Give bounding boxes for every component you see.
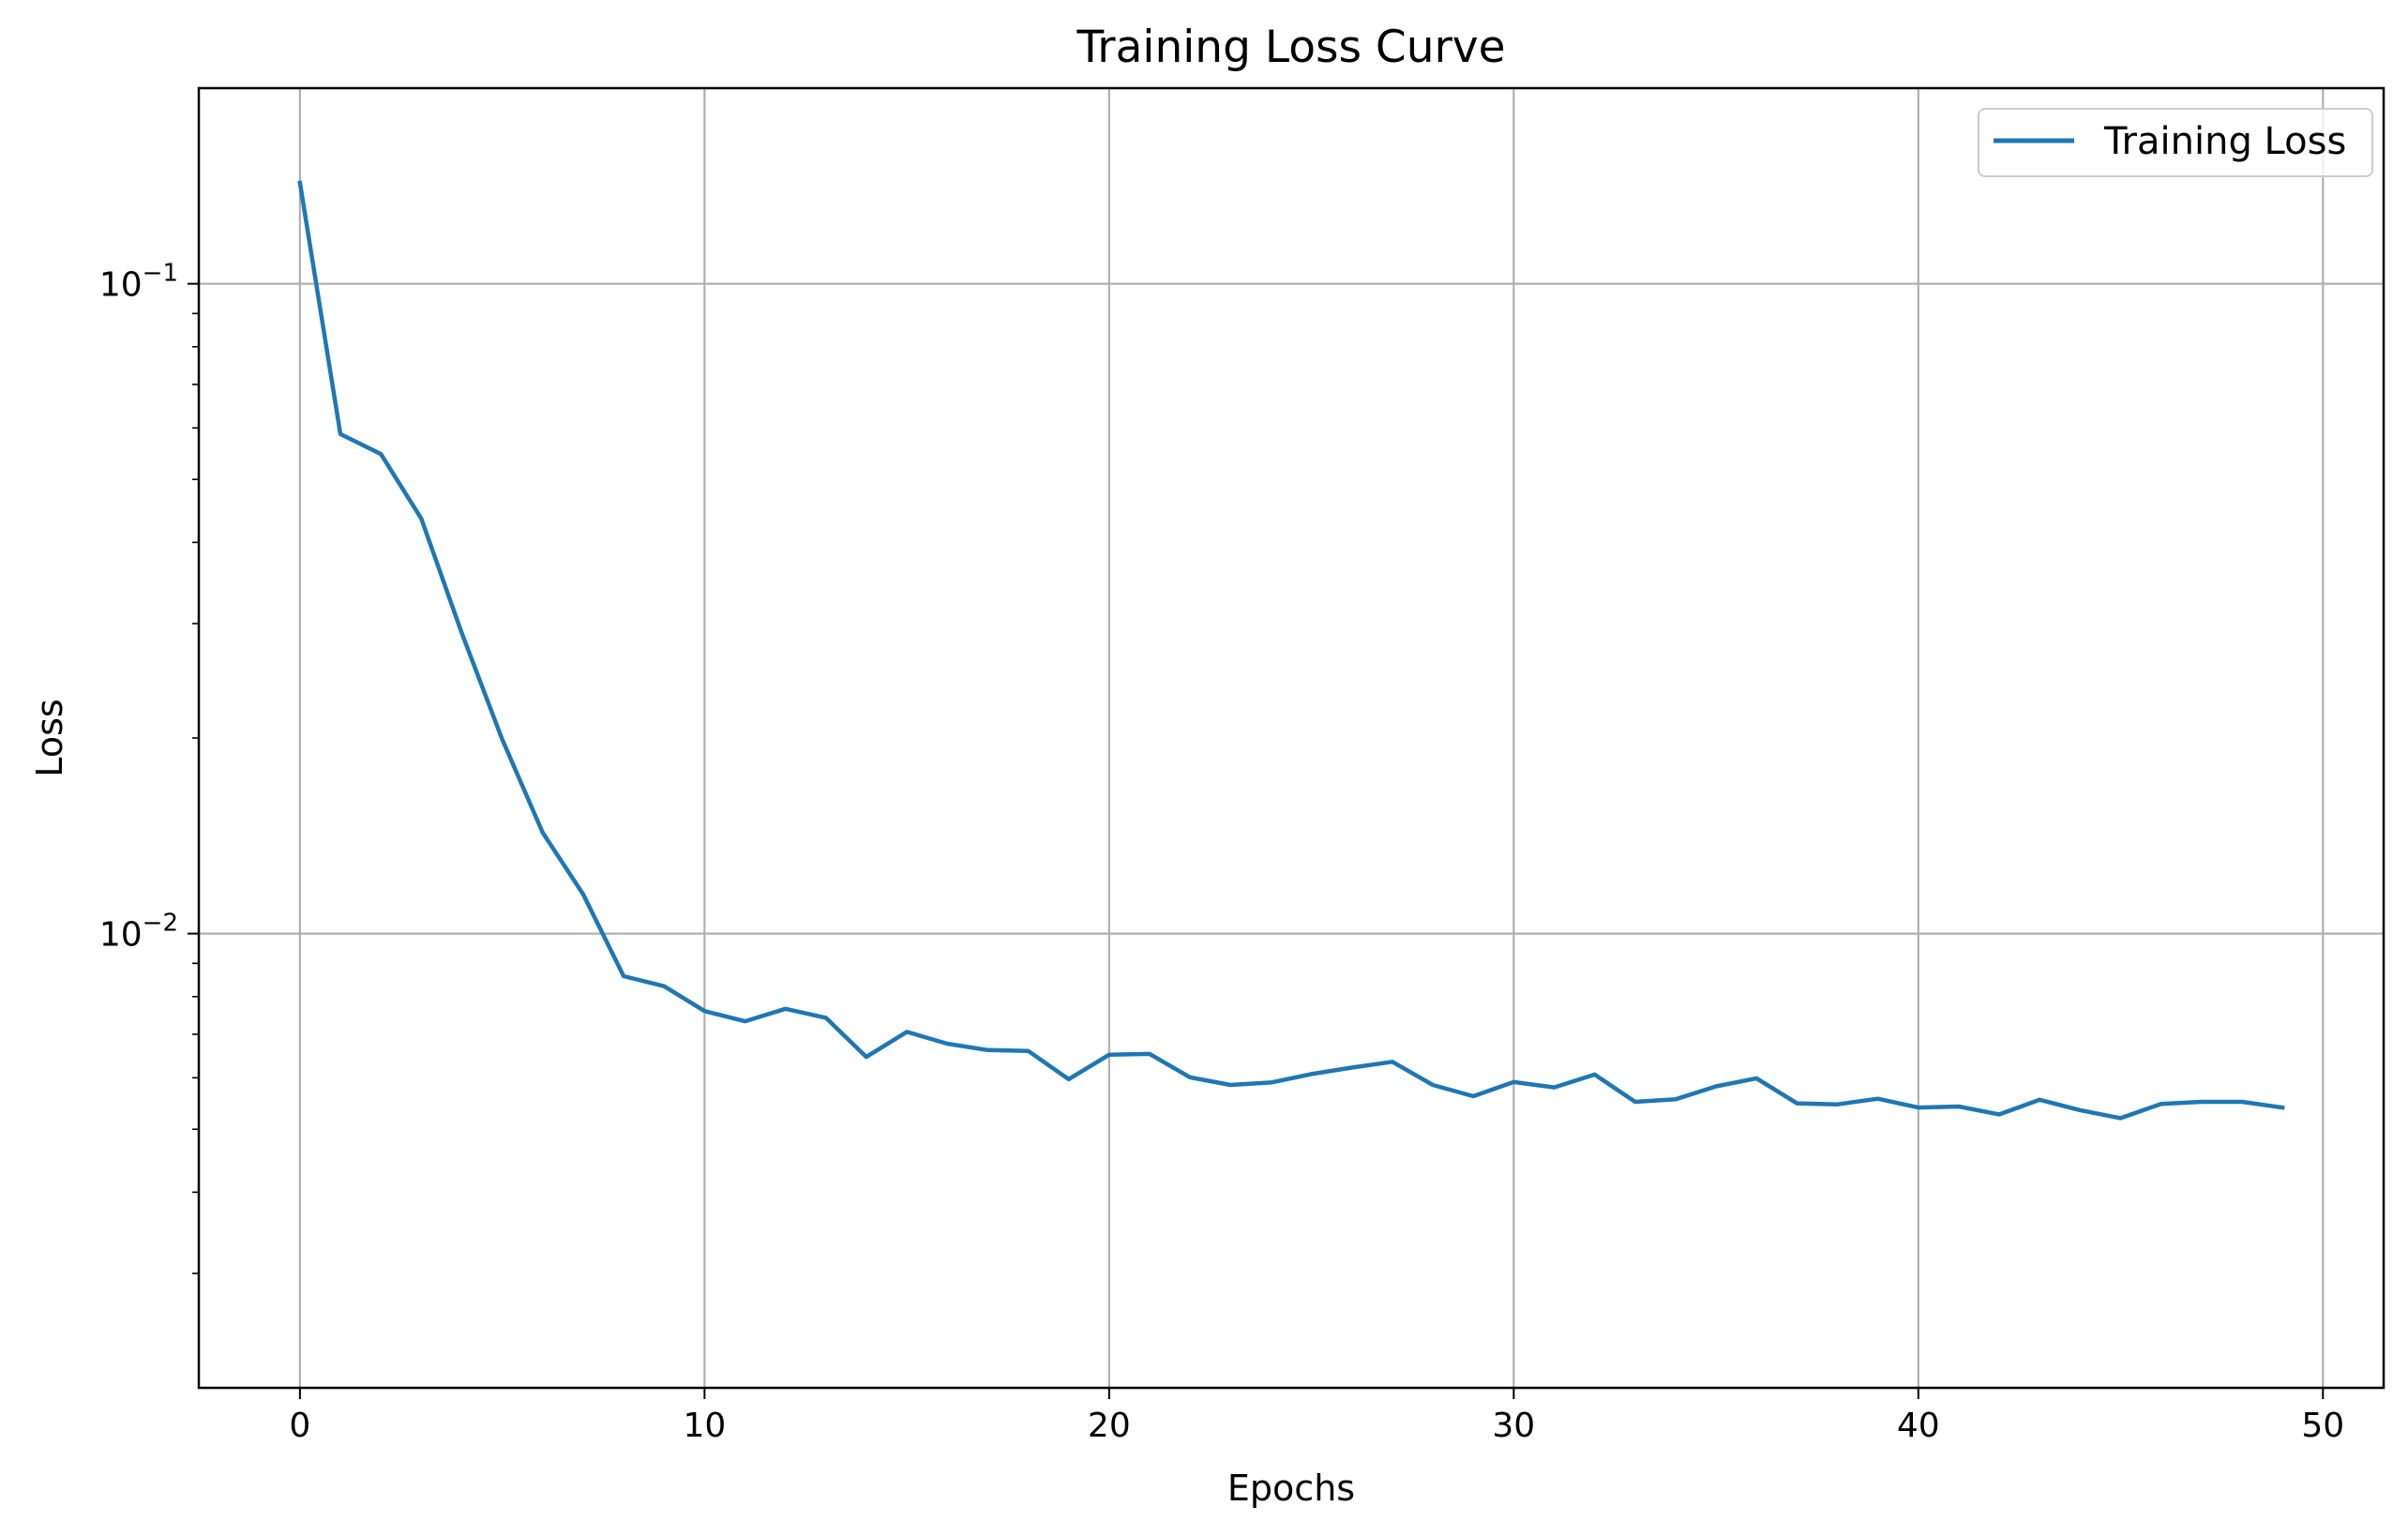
y-tick-label: 10−2 bbox=[99, 910, 178, 955]
y-tick-label-exponent: −2 bbox=[143, 910, 178, 938]
y-tick-label-base: 10 bbox=[99, 266, 143, 305]
y-tick-label-base: 10 bbox=[99, 916, 143, 955]
x-tick-label: 20 bbox=[1088, 1407, 1131, 1445]
x-tick-label: 40 bbox=[1897, 1407, 1940, 1445]
y-axis-label: Loss bbox=[29, 699, 70, 776]
series-layer bbox=[297, 180, 2285, 1121]
grid bbox=[199, 88, 2384, 1388]
y-tick-label: 10−1 bbox=[99, 260, 178, 305]
x-tick-label: 0 bbox=[289, 1407, 310, 1445]
y-tick-label-exponent: −1 bbox=[143, 260, 178, 288]
legend: Training Loss bbox=[1978, 108, 2373, 177]
legend-box bbox=[1978, 108, 2373, 177]
x-tick-label: 30 bbox=[1492, 1407, 1535, 1445]
chart-title: Training Loss Curve bbox=[1076, 22, 1505, 73]
x-axis-label: Epochs bbox=[1227, 1468, 1355, 1509]
x-tick-label: 10 bbox=[683, 1407, 726, 1445]
legend-label-training-loss: Training Loss bbox=[2103, 120, 2346, 163]
series-line-training-loss bbox=[297, 180, 2285, 1121]
x-tick-label: 50 bbox=[2301, 1407, 2344, 1445]
